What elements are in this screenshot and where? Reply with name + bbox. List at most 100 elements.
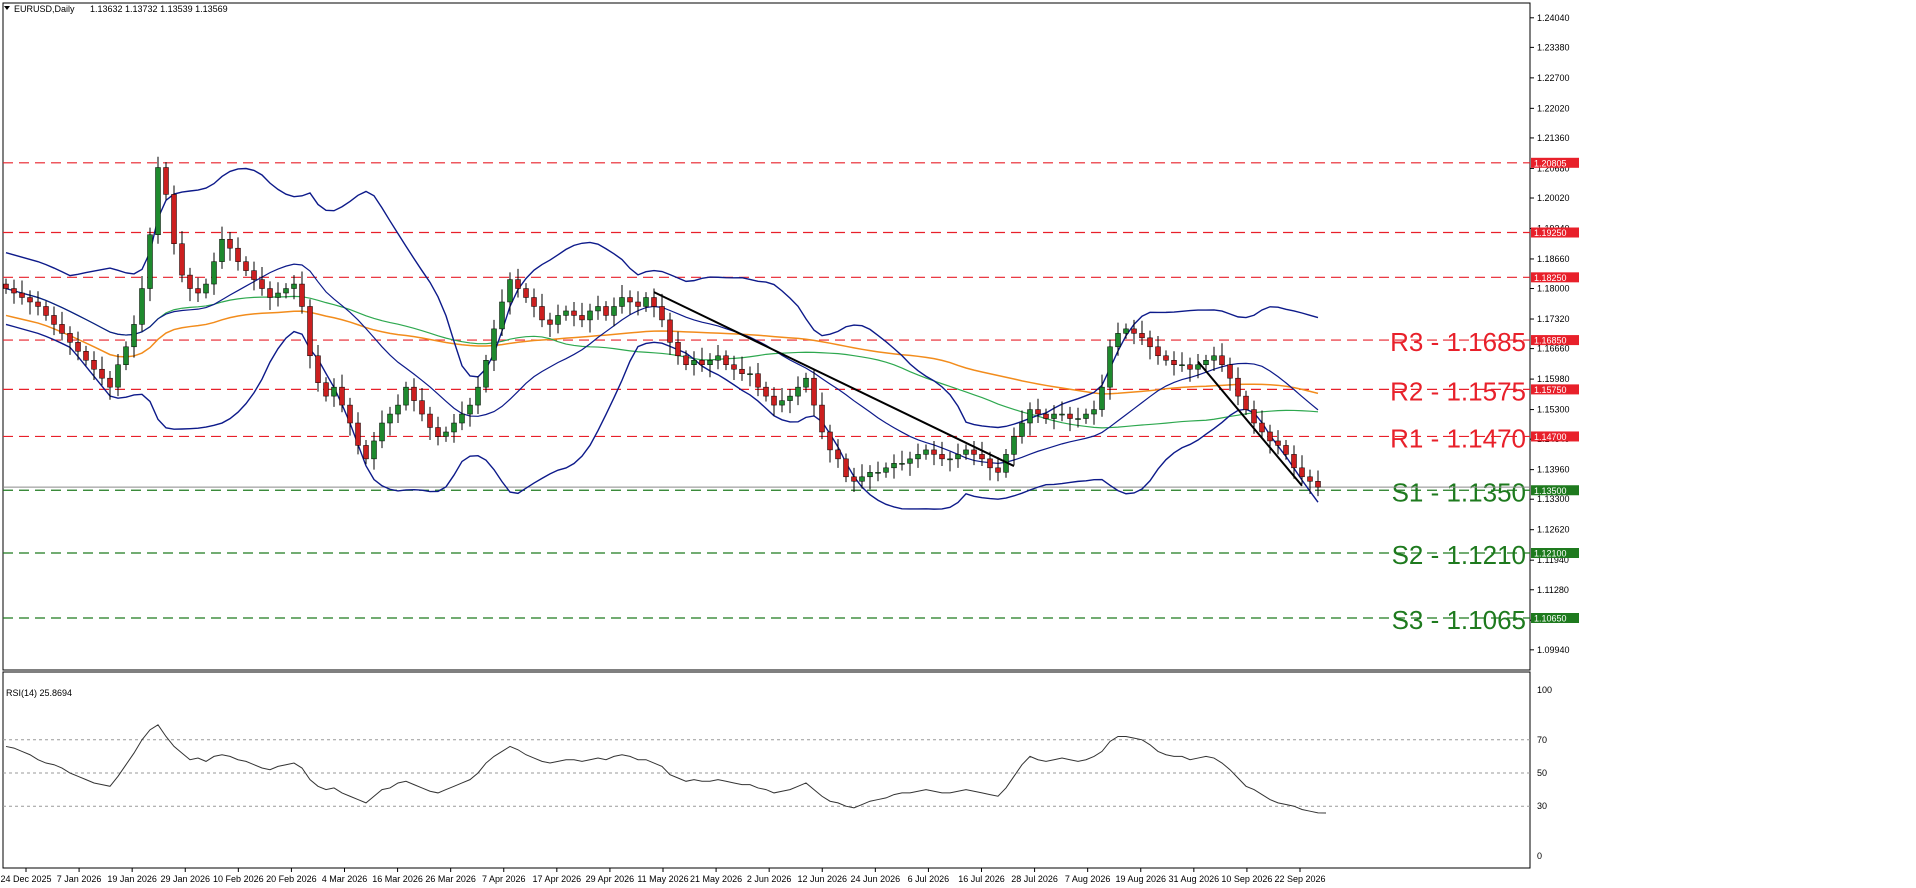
candle-body: [235, 247, 241, 262]
price-tick-label: 1.11940: [1537, 555, 1569, 565]
level-tag-text: 1.19250: [1534, 228, 1567, 238]
candle-body: [1267, 431, 1273, 442]
candle-body: [1163, 355, 1169, 361]
candle-body: [379, 422, 385, 442]
rsi-tick-label: 30: [1537, 801, 1547, 811]
candle-body: [427, 413, 433, 428]
candle-body: [619, 297, 625, 307]
rsi-tick-label: 70: [1537, 735, 1547, 745]
candle-body: [1219, 355, 1225, 365]
candles: [3, 156, 1321, 497]
level-tag-text: 1.18250: [1534, 273, 1567, 283]
time-tick-label: 12 Jun 2026: [797, 874, 847, 884]
candle-body: [939, 454, 945, 460]
candle-body: [1067, 413, 1073, 419]
candle-body: [1243, 395, 1249, 410]
candle-body: [323, 382, 329, 397]
candle-body: [931, 449, 937, 455]
level-tag-box: [1531, 485, 1579, 496]
candle-body: [19, 292, 25, 298]
time-tick-label: 28 Jul 2026: [1011, 874, 1058, 884]
candle-body: [1027, 409, 1033, 424]
candle-body: [1187, 364, 1193, 370]
level-tag-box: [1531, 227, 1579, 238]
candle-body: [523, 288, 529, 298]
candle-body: [1139, 333, 1145, 339]
candle-body: [603, 306, 609, 316]
candle-body: [563, 310, 569, 316]
time-tick-label: 24 Jun 2026: [851, 874, 901, 884]
candle-body: [739, 368, 745, 374]
candle-body: [267, 288, 273, 298]
candle-body: [251, 270, 257, 280]
chart-ohlc: 1.13632 1.13732 1.13539 1.13569: [90, 4, 228, 14]
time-tick-label: 29 Jan 2026: [160, 874, 210, 884]
candle-body: [1171, 360, 1177, 365]
price-tick-label: 1.23380: [1537, 42, 1570, 52]
time-tick-label: 10 Feb 2026: [213, 874, 264, 884]
level-label: S2 - 1.1210: [1392, 540, 1526, 570]
candle-body: [987, 458, 993, 469]
candle-body: [243, 261, 249, 271]
candle-body: [195, 288, 201, 294]
candle-body: [699, 360, 705, 365]
level-tag-box: [1531, 431, 1579, 442]
candle-body: [387, 413, 393, 424]
candle-body: [1195, 364, 1201, 370]
candle-body: [1011, 436, 1017, 455]
candle-body: [531, 297, 537, 307]
candle-body: [331, 386, 337, 397]
level-tag-text: 1.13500: [1534, 486, 1567, 496]
candle-body: [179, 243, 185, 276]
candle-body: [843, 458, 849, 478]
time-tick-label: 19 Jan 2026: [107, 874, 157, 884]
candle-body: [1179, 364, 1185, 366]
candle-body: [1083, 413, 1089, 419]
candle-body: [595, 306, 601, 312]
price-tick-label: 1.12620: [1537, 525, 1570, 535]
level-tag-text: 1.10650: [1534, 614, 1567, 624]
candle-body: [883, 467, 889, 473]
price-tick-label: 1.21360: [1537, 133, 1570, 143]
candle-body: [915, 454, 921, 460]
candle-body: [1099, 386, 1105, 410]
candle-body: [27, 297, 33, 303]
time-tick-label: 22 Sep 2026: [1274, 874, 1325, 884]
candle-body: [859, 476, 865, 482]
price-tick-label: 1.16660: [1537, 344, 1570, 354]
time-axis: 24 Dec 2025 7 Jan 2026 19 Jan 2026 29 Jan 2…: [0, 868, 1326, 884]
candle-body: [1019, 422, 1025, 437]
candle-body: [403, 386, 409, 406]
level-tag-text: 1.16850: [1534, 336, 1567, 346]
candle-body: [499, 301, 505, 330]
level-tag-box: [1531, 548, 1579, 559]
time-tick-label: 29 Apr 2026: [586, 874, 635, 884]
candle-body: [43, 306, 49, 316]
candle-body: [923, 449, 929, 455]
level-tag-text: 1.12100: [1534, 549, 1567, 559]
candle-body: [755, 373, 761, 388]
time-tick-label: 19 Aug 2026: [1115, 874, 1166, 884]
candle-body: [707, 360, 713, 365]
candle-body: [947, 458, 953, 461]
level-label: S1 - 1.1350: [1392, 477, 1526, 507]
time-tick-label: 7 Apr 2026: [482, 874, 526, 884]
rsi-line: [5, 724, 1327, 814]
candle-body: [67, 333, 73, 343]
candle-body: [971, 449, 977, 455]
candle-body: [1051, 413, 1057, 419]
candle-body: [851, 476, 857, 482]
candle-body: [819, 404, 825, 433]
candle-body: [1291, 454, 1297, 469]
collapse-icon[interactable]: [4, 6, 10, 10]
candle-body: [1283, 445, 1289, 455]
level-tag-box: [1531, 272, 1579, 283]
level-tag-text: 1.14700: [1534, 432, 1567, 442]
candle-body: [1035, 409, 1041, 415]
candle-body: [571, 310, 577, 316]
candle-body: [123, 346, 129, 365]
candle-body: [283, 288, 289, 294]
candle-body: [307, 306, 313, 357]
candle-body: [1299, 467, 1305, 478]
rsi-header: RSI(14) 25.8694: [6, 688, 72, 698]
